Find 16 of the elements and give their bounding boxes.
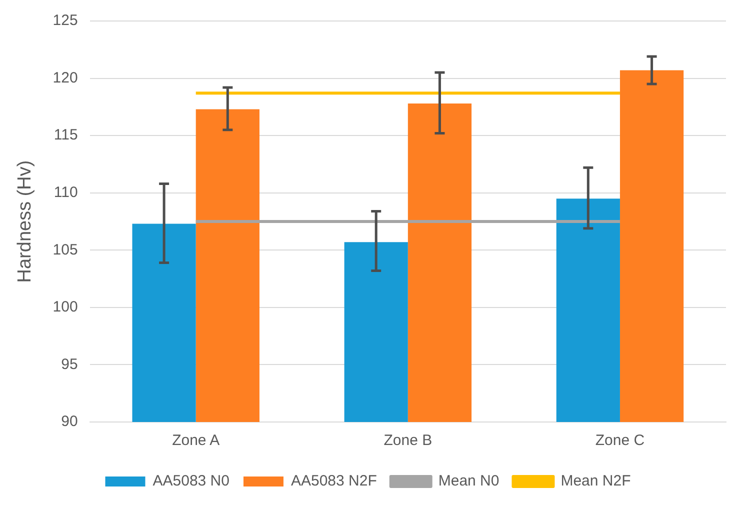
y-axis-title: Hardness (Hv) <box>14 160 36 283</box>
y-tick-label: 110 <box>54 184 78 201</box>
y-tick-label: 105 <box>52 241 78 258</box>
y-tick-label: 90 <box>61 413 78 430</box>
x-tick-label: Zone B <box>384 432 432 450</box>
legend-label: AA5083 N0 <box>152 472 230 490</box>
legend-label: Mean N0 <box>438 472 500 490</box>
legend-label: AA5083 N2F <box>290 472 377 490</box>
y-tick-label: 120 <box>52 69 78 86</box>
y-tick-label: 115 <box>54 126 78 144</box>
x-tick-label: Zone A <box>172 432 220 450</box>
y-tick-label: 95 <box>61 356 78 373</box>
legend-label: Mean N2F <box>560 472 631 490</box>
y-tick-label: 100 <box>52 298 78 316</box>
x-tick-label: Zone C <box>595 432 645 450</box>
y-tick-label: 125 <box>52 12 78 30</box>
